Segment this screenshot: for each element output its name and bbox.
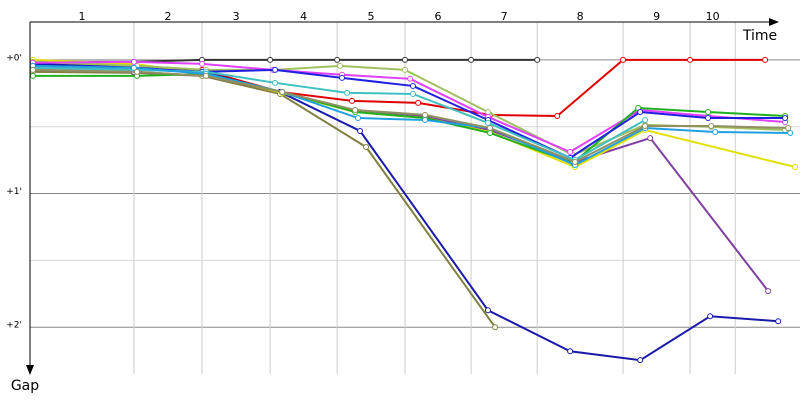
point: [363, 143, 370, 150]
point: [352, 107, 359, 113]
lap-label: 6: [435, 10, 442, 23]
point: [337, 62, 344, 69]
point: [409, 90, 416, 97]
point: [130, 64, 137, 71]
grid: [30, 22, 800, 374]
point: [272, 79, 279, 86]
point: [567, 348, 574, 355]
point: [787, 129, 794, 136]
point: [29, 66, 36, 73]
point: [272, 66, 279, 73]
point: [422, 111, 429, 118]
y-axis-label: Gap: [11, 378, 39, 394]
lap-label: 9: [653, 10, 660, 23]
point: [486, 129, 493, 136]
point: [334, 56, 341, 63]
point: [567, 148, 574, 155]
lap-label: 5: [368, 10, 375, 23]
series-line: [32, 72, 786, 165]
point: [349, 97, 356, 104]
point: [279, 88, 286, 95]
x-axis-label: Time: [742, 28, 777, 44]
point: [708, 123, 715, 130]
point: [401, 56, 408, 63]
point: [775, 318, 782, 325]
point: [782, 115, 789, 122]
point: [647, 135, 654, 142]
point: [486, 125, 493, 132]
point: [785, 125, 792, 132]
point: [468, 56, 475, 63]
point: [401, 66, 408, 73]
lap-label: 8: [577, 10, 584, 23]
point: [130, 58, 137, 65]
point: [407, 75, 414, 82]
point: [484, 307, 491, 314]
series-group: [29, 56, 799, 364]
lap-label: 4: [300, 10, 307, 23]
point: [762, 56, 769, 63]
point: [422, 117, 429, 124]
point: [134, 68, 141, 75]
y-tick-label: +0': [6, 53, 22, 63]
lap-label: 10: [706, 10, 720, 23]
point: [409, 82, 416, 89]
y-tick-label: +2': [6, 321, 22, 331]
point: [339, 74, 346, 81]
point: [792, 164, 799, 171]
point: [705, 115, 712, 122]
lap-label: 3: [233, 10, 240, 23]
point: [484, 109, 491, 116]
point: [344, 89, 351, 96]
point: [554, 113, 561, 120]
lap-label: 2: [164, 10, 171, 23]
point: [707, 313, 714, 320]
point: [572, 158, 579, 165]
point: [687, 56, 694, 63]
point: [357, 127, 364, 134]
point: [29, 72, 36, 79]
point: [415, 99, 422, 106]
point: [484, 119, 491, 126]
y-tick-label: +1': [6, 187, 22, 197]
point: [492, 324, 499, 331]
point: [203, 72, 210, 79]
point: [355, 115, 362, 122]
point: [199, 60, 206, 67]
point: [267, 56, 274, 63]
point: [637, 357, 644, 364]
lap-label: 1: [78, 10, 85, 23]
point: [712, 129, 719, 136]
point: [705, 109, 712, 116]
point: [765, 288, 772, 295]
lap-label: 7: [501, 10, 508, 23]
point: [620, 56, 627, 63]
point: [642, 123, 649, 130]
point: [642, 117, 649, 124]
series-line: [32, 62, 779, 362]
series-line: [32, 70, 496, 328]
point: [534, 56, 541, 63]
point: [637, 109, 644, 116]
